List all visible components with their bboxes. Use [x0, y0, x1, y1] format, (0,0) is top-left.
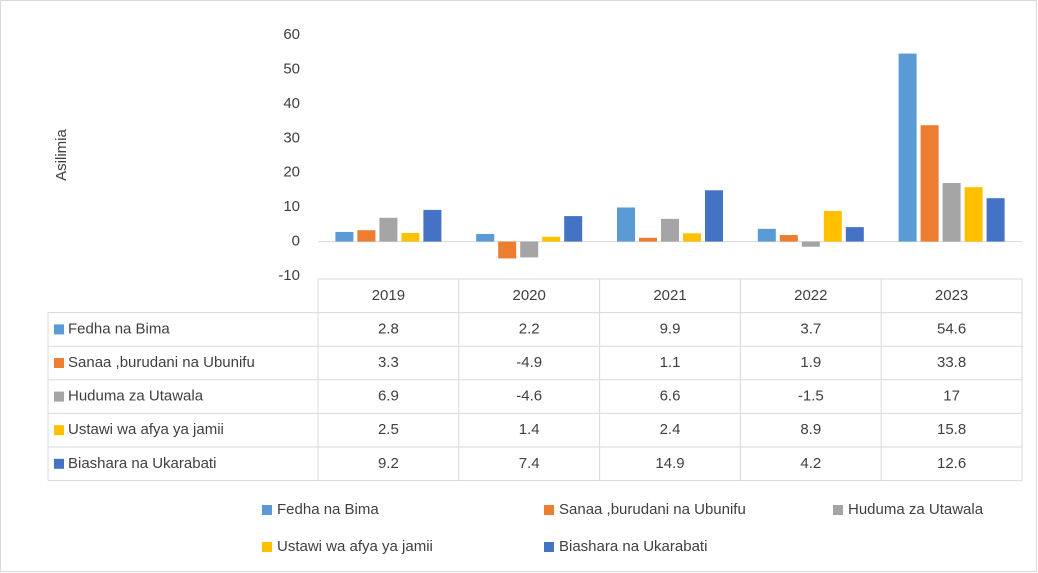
- table-value: -1.5: [798, 388, 824, 405]
- table-series-name: Fedha na Bima: [68, 320, 170, 337]
- y-tick-label: -10: [278, 267, 300, 284]
- bar: [683, 233, 701, 242]
- y-tick-label: 40: [283, 95, 300, 112]
- table-value: -4.9: [516, 354, 542, 371]
- y-axis-label: Asilimia: [53, 129, 70, 181]
- table-value: 9.2: [378, 455, 399, 472]
- bar: [520, 241, 539, 258]
- bar: [564, 216, 583, 242]
- table-value: 2.8: [378, 320, 399, 337]
- bar: [401, 232, 420, 242]
- x-tick-label: 2023: [935, 287, 968, 304]
- table-value: 12.6: [937, 455, 966, 472]
- bar: [379, 217, 398, 242]
- table-series-name: Huduma za Utawala: [68, 388, 204, 405]
- bar: [898, 53, 917, 242]
- legend-label: Huduma za Utawala: [848, 501, 984, 518]
- legend-key: [833, 505, 843, 515]
- bar: [757, 228, 776, 242]
- bar: [423, 209, 442, 242]
- bar: [779, 235, 798, 242]
- legend-label: Fedha na Bima: [277, 501, 379, 518]
- y-tick-label: 0: [292, 233, 300, 250]
- table-value: 1.4: [519, 421, 540, 438]
- table-value: 3.7: [800, 320, 821, 337]
- bar: [845, 227, 864, 242]
- table-value: 2.2: [519, 320, 540, 337]
- table-value: 54.6: [937, 320, 966, 337]
- table-legend-key: [54, 458, 64, 469]
- bar: [498, 241, 517, 259]
- table-value: -4.6: [516, 388, 542, 405]
- legend-label: Biashara na Ukarabati: [559, 538, 707, 555]
- table-value: 8.9: [800, 421, 821, 438]
- y-tick-label: 60: [283, 26, 300, 43]
- table-value: 15.8: [937, 421, 966, 438]
- bar: [357, 230, 376, 242]
- y-tick-label: 20: [283, 164, 300, 181]
- bar: [942, 183, 961, 242]
- bar: [639, 237, 657, 242]
- y-tick-label: 30: [283, 129, 300, 146]
- table-legend-key: [54, 358, 64, 368]
- table-value: 33.8: [937, 354, 966, 371]
- table-value: 3.3: [378, 354, 399, 371]
- table-value: 1.1: [660, 354, 681, 371]
- table-value: 9.9: [660, 320, 681, 337]
- table-series-name: Sanaa ,burudani na Ubunifu: [68, 354, 255, 371]
- table-value: 14.9: [655, 455, 684, 472]
- table-series-name: Ustawi wa afya ya jamii: [68, 421, 224, 438]
- table-series-name: Biashara na Ukarabati: [68, 455, 216, 472]
- table-value: 6.9: [378, 388, 399, 405]
- bar: [476, 233, 495, 242]
- table-value: 17: [943, 388, 960, 405]
- legend-label: Sanaa ,burudani na Ubunifu: [559, 501, 746, 518]
- bar: [801, 241, 820, 247]
- table-value: 2.4: [660, 421, 681, 438]
- legend-key: [262, 505, 272, 515]
- x-tick-label: 2019: [372, 287, 405, 304]
- legend-key: [544, 542, 554, 552]
- legend-key: [544, 505, 554, 515]
- table-value: 1.9: [800, 354, 821, 371]
- bar: [335, 231, 354, 242]
- bar: [542, 236, 561, 242]
- bar: [920, 125, 939, 242]
- y-tick-label: 50: [283, 60, 300, 77]
- x-tick-label: 2021: [653, 287, 686, 304]
- bar: [617, 207, 635, 242]
- bar: [964, 187, 983, 242]
- bar: [823, 210, 842, 242]
- bar: [986, 198, 1005, 242]
- table-legend-key: [54, 324, 64, 335]
- table-legend-key: [54, 425, 64, 436]
- table-value: 6.6: [660, 388, 681, 405]
- bar: [661, 218, 679, 242]
- table-value: 7.4: [519, 455, 540, 472]
- legend-key: [262, 542, 272, 552]
- bar: [705, 190, 723, 242]
- table-value: 2.5: [378, 421, 399, 438]
- table-value: 4.2: [800, 455, 821, 472]
- legend-label: Ustawi wa afya ya jamii: [277, 538, 433, 555]
- x-tick-label: 2020: [513, 287, 546, 304]
- table-legend-key: [54, 391, 64, 402]
- x-tick-label: 2022: [794, 287, 827, 304]
- y-tick-label: 10: [283, 198, 300, 215]
